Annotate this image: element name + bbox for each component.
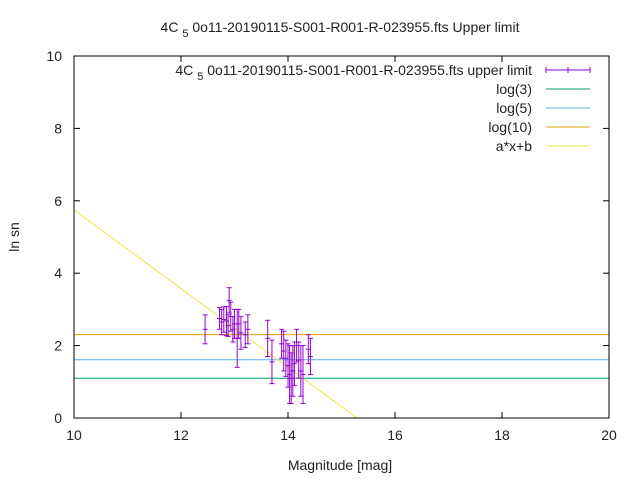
- chart-title-sub: 5: [182, 28, 188, 40]
- legend-item: log(5): [496, 100, 590, 116]
- x-tick-label: 12: [173, 427, 189, 443]
- data-point: [242, 321, 248, 348]
- data-point: [202, 314, 208, 345]
- plot-content: [74, 209, 609, 418]
- legend-item: 4C 5 0o11-20190115-S001-R001-R-023955.ft…: [175, 62, 591, 83]
- legend-item: log(3): [496, 81, 590, 97]
- data-point: [300, 345, 306, 405]
- x-tick-label: 18: [494, 427, 510, 443]
- plot-frame: [73, 55, 610, 419]
- x-tick-label: 14: [280, 427, 296, 443]
- legend-label: log(5): [496, 100, 532, 116]
- data-point: [285, 343, 291, 388]
- x-tick-label: 20: [601, 427, 617, 443]
- y-tick-label: 6: [54, 193, 62, 209]
- y-tick-label: 0: [54, 410, 62, 426]
- fit-line: [74, 209, 358, 418]
- data-point: [307, 337, 313, 376]
- legend-label: log(3): [496, 81, 532, 97]
- legend-item: a*x+b: [496, 138, 590, 154]
- axes: 10 12 14 16 18 20 0 2 4 6 8 10: [46, 48, 617, 443]
- data-point: [269, 339, 275, 385]
- y-tick-label: 2: [54, 338, 62, 354]
- x-tick-label: 16: [387, 427, 403, 443]
- data-point: [238, 316, 244, 350]
- x-tick-label: 10: [66, 427, 82, 443]
- y-tick-label: 10: [46, 48, 62, 64]
- legend-label: 4C 5 0o11-20190115-S001-R001-R-023955.ft…: [175, 62, 532, 83]
- data-point: [225, 314, 231, 338]
- legend-label: a*x+b: [496, 138, 532, 154]
- chart-title: 4C 5 0o11-20190115-S001-R001-R-023955.ft…: [161, 19, 520, 40]
- data-point: [226, 287, 232, 314]
- data-point: [265, 319, 271, 357]
- data-point: [245, 314, 251, 345]
- chart-title-post: 0o11-20190115-S001-R001-R-023955.fts Upp…: [188, 19, 519, 35]
- y-tick-label: 8: [54, 120, 62, 136]
- legend-item: log(10): [488, 119, 590, 135]
- data-point: [219, 308, 225, 336]
- y-tick-label: 4: [54, 265, 62, 281]
- x-axis-label: Magnitude [mag]: [288, 457, 392, 473]
- chart-title-pre: 4C: [161, 19, 183, 35]
- y-axis-label: ln sn: [6, 222, 22, 252]
- legend-label: log(10): [488, 119, 532, 135]
- legend: 4C 5 0o11-20190115-S001-R001-R-023955.ft…: [175, 62, 591, 154]
